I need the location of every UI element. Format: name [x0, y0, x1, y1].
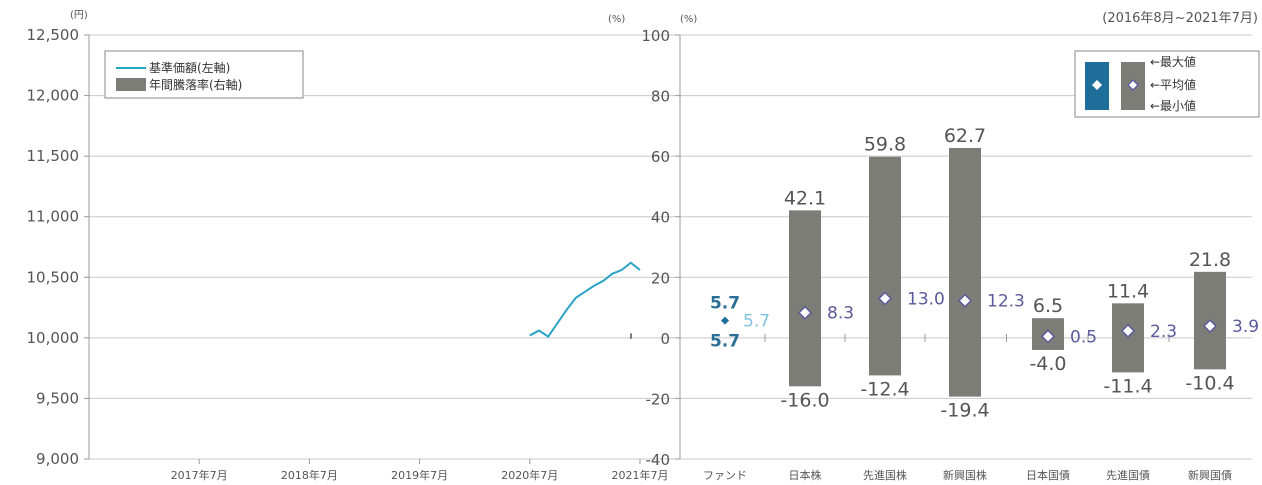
fund-marker — [721, 316, 729, 325]
right-y-tick-label: 60 — [651, 148, 670, 166]
max-label: 42.1 — [784, 187, 826, 209]
category-label: 日本国債 — [1026, 468, 1070, 482]
range-bar — [869, 156, 901, 376]
avg-label: 8.3 — [827, 304, 854, 324]
left-y-tick-label: 12,500 — [27, 26, 80, 44]
average-marker — [877, 291, 893, 306]
average-marker — [1040, 329, 1056, 344]
legend-label-nav: 基準価額(左軸) — [149, 60, 230, 75]
max-label: 6.5 — [1033, 295, 1063, 317]
fund-min-label: 5.7 — [710, 332, 740, 352]
left-gridlines — [89, 34, 675, 460]
left-series — [529, 261, 641, 339]
left-y-tick-label: 10,500 — [27, 268, 80, 286]
right-y-tick-label: -20 — [646, 390, 671, 408]
right-unit-label: (%) — [680, 14, 697, 25]
left-y-tick-label: 11,000 — [27, 208, 80, 226]
left-y-tick-label: 12,000 — [27, 87, 80, 105]
avg-label: 0.5 — [1070, 327, 1097, 347]
right-y-tick-label: 0 — [660, 330, 670, 348]
min-label: -10.4 — [1185, 372, 1234, 394]
legend-avg-label: ←平均値 — [1150, 77, 1196, 92]
min-label: -12.4 — [860, 378, 909, 400]
period-label: (2016年8月~2021年7月) — [1102, 11, 1258, 26]
right-y-tick-label: -40 — [646, 451, 671, 469]
left-x-tick-label: 2021年7月 — [612, 468, 669, 482]
category-label: 先進国株 — [863, 468, 907, 482]
legend-label-return: 年間騰落率(右軸) — [149, 77, 242, 92]
left-right-unit-label: (%) — [608, 14, 625, 25]
right-gridlines — [680, 34, 1252, 460]
right-y-tick-label: 40 — [651, 209, 670, 227]
right-y-axis: 100 80 60 40 20 0 -20 -40 — [641, 27, 680, 469]
max-label: 62.7 — [944, 125, 986, 147]
category-label: 新興国株 — [943, 468, 987, 482]
range-bar — [949, 147, 981, 397]
right-bars: 5.75.75.742.1-16.08.359.8-12.413.062.7-1… — [710, 125, 1259, 422]
min-label: -4.0 — [1029, 353, 1066, 375]
left-x-tick-label: 2017年7月 — [171, 468, 228, 482]
average-marker — [1120, 323, 1136, 338]
max-label: 21.8 — [1189, 249, 1231, 271]
legend-fund-diamond — [1092, 80, 1102, 90]
left-x-tick-label: 2018年7月 — [281, 468, 338, 482]
category-label: 日本株 — [789, 468, 822, 482]
left-x-tick-label: 2019年7月 — [391, 468, 448, 482]
fund-max-label: 5.7 — [710, 294, 740, 314]
fund-avg-label: 5.7 — [743, 312, 770, 332]
min-label: -16.0 — [780, 389, 829, 411]
average-marker — [1202, 318, 1218, 334]
left-y-axis: 12,500 12,000 11,500 11,000 10,500 10,000 9,50… — [27, 26, 89, 468]
right-y-tick-label: 20 — [651, 269, 670, 287]
left-x-axis: 2017年7月 2018年7月 2019年7月 2020年7月 2021年7月 — [171, 459, 669, 482]
min-label: -11.4 — [1103, 375, 1152, 397]
left-y-tick-label: 9,000 — [36, 450, 79, 468]
avg-label: 12.3 — [987, 292, 1025, 312]
left-y-tick-label: 9,500 — [36, 389, 79, 407]
right-x-axis: ファンド 日本株 先進国株 新興国株 日本国債 先進国債 新興国債 — [703, 333, 1232, 482]
right-y-tick-label: 80 — [651, 88, 670, 106]
min-label: -19.4 — [940, 400, 989, 422]
average-marker — [797, 305, 813, 320]
avg-label: 13.0 — [907, 289, 945, 309]
right-legend: ←最大値 ←平均値 ←最小値 — [1074, 50, 1260, 118]
category-label: ファンド — [703, 469, 747, 482]
legend-min-label: ←最小値 — [1150, 98, 1196, 113]
left-unit-label: (円) — [70, 10, 88, 21]
nav-line — [529, 261, 641, 339]
range-bar — [789, 210, 821, 387]
left-legend: 基準価額(左軸) 年間騰落率(右軸) — [104, 50, 304, 99]
right-y-tick-label: 100 — [641, 27, 670, 45]
avg-label: 2.3 — [1150, 322, 1177, 342]
max-label: 11.4 — [1107, 280, 1149, 302]
max-label: 59.8 — [864, 134, 906, 156]
left-y-tick-label: 11,500 — [27, 147, 80, 165]
category-label: 先進国債 — [1106, 468, 1150, 482]
legend-bar-swatch — [116, 78, 146, 91]
legend-asset-diamond — [1127, 79, 1139, 91]
left-y-tick-label: 10,000 — [27, 329, 80, 347]
avg-label: 3.9 — [1232, 317, 1259, 337]
legend-max-label: ←最大値 — [1150, 54, 1196, 69]
average-marker — [957, 293, 973, 308]
left-x-tick-label: 2020年7月 — [501, 468, 558, 482]
right-chart: (%) (2016年8月~2021年7月) 100 80 60 40 20 0 -20 -40… — [641, 11, 1260, 482]
annual-return-bar — [630, 333, 632, 339]
category-label: 新興国債 — [1188, 468, 1232, 482]
left-chart: (円) (%) 12,500 12,000 11,500 11,000 10,500 10… — [27, 10, 675, 482]
